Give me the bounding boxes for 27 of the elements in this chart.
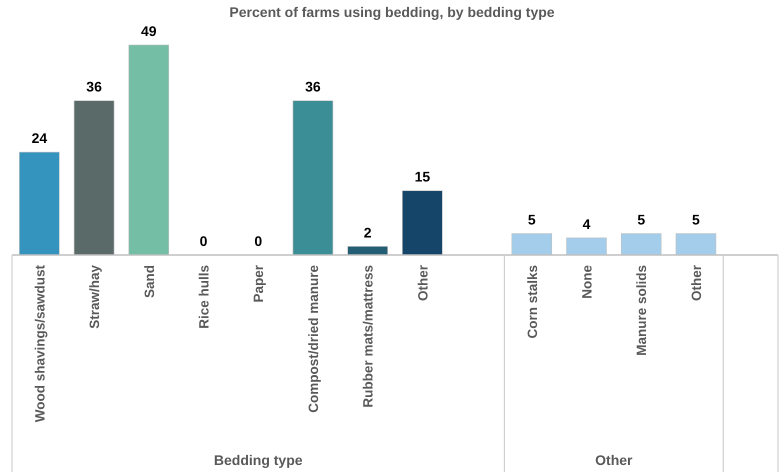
data-label: 5 [637, 212, 646, 228]
data-label: 5 [692, 212, 700, 228]
x-tick-label: Compost/dried manure [306, 264, 321, 413]
data-label: 49 [140, 23, 157, 39]
text: Bedding type [214, 452, 303, 468]
x-tick-label: Wood shavings/sawdust [32, 264, 48, 422]
data-label: 36 [86, 78, 102, 95]
x-tick-label: Other [688, 264, 704, 302]
x-tick-label: Corn stalks [524, 265, 540, 339]
x-tick-label: Straw/hay [87, 264, 102, 329]
data-label: 15 [414, 168, 430, 185]
x-tick-label: Rice hulls [196, 265, 212, 329]
chart-title: Percent of farms using bedding, by bedding type [229, 4, 555, 20]
x-tick-label: Paper [251, 264, 266, 303]
data-label: 4 [582, 216, 591, 232]
x-tick-label: Other [415, 264, 430, 302]
x-tick-label: None [580, 264, 594, 299]
data-label: 0 [200, 233, 208, 249]
text: Other [595, 452, 634, 468]
data-label: 5 [528, 212, 536, 228]
data-label: 24 [32, 130, 48, 146]
data-label: 0 [254, 233, 262, 249]
data-label: 2 [364, 224, 372, 240]
x-tick-label: Manure solids [634, 265, 650, 356]
data-label: 36 [305, 78, 321, 95]
x-tick-label: Sand [142, 265, 157, 298]
x-tick-label: Rubber mats/mattress [360, 265, 376, 408]
